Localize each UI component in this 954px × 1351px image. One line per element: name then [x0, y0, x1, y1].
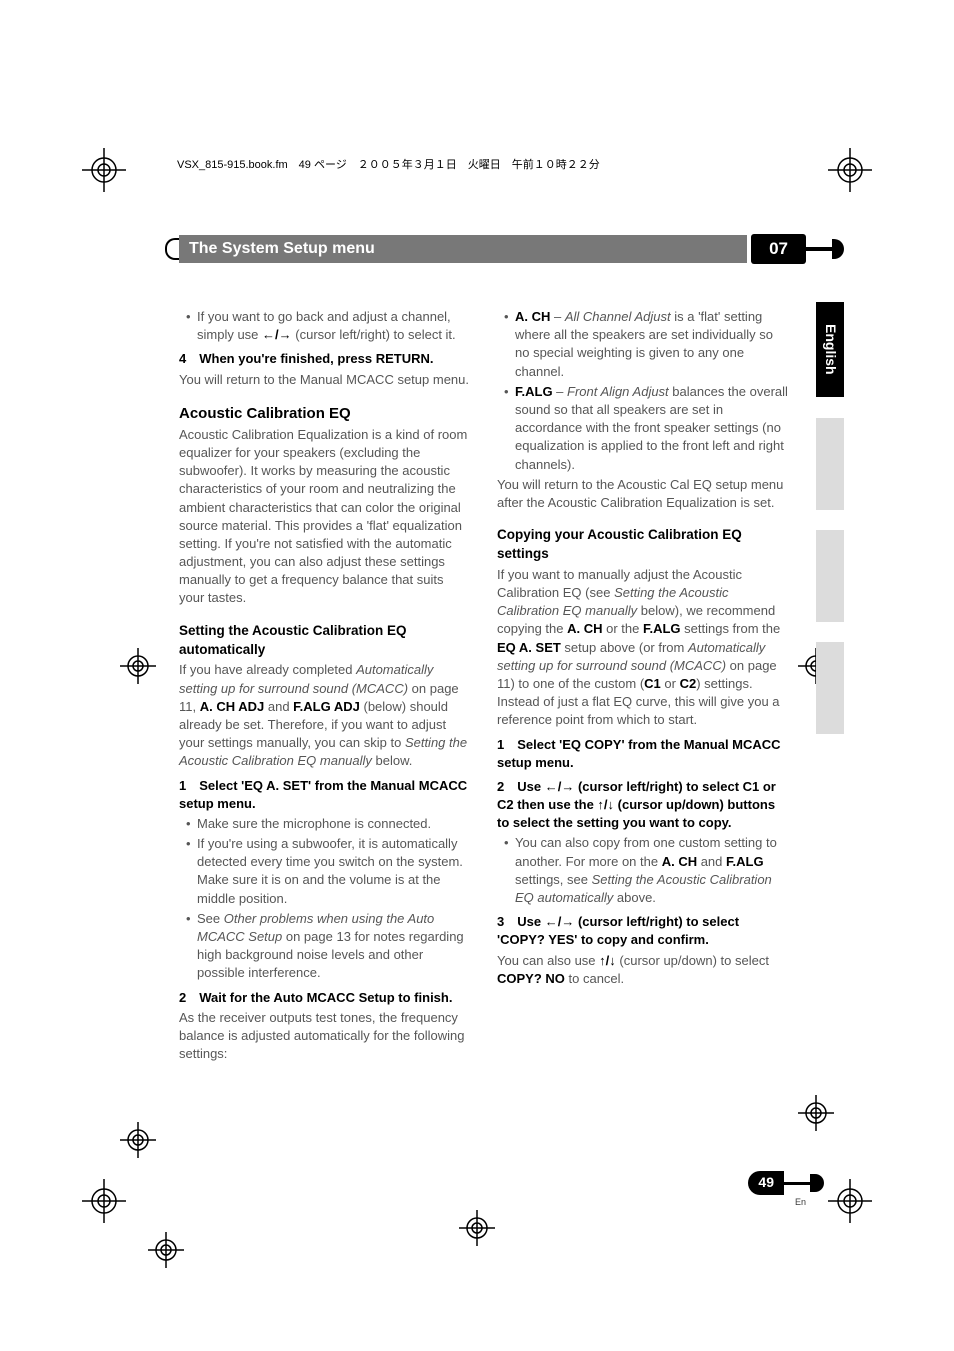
step-heading: 4 When you're finished, press RETURN. — [179, 350, 471, 368]
body-text: If you want to manually adjust the Acous… — [497, 566, 789, 730]
body-text: You will return to the Manual MCACC setu… — [179, 371, 471, 389]
text: See — [197, 911, 224, 926]
arrow-ud-icon: ↑/↓ — [599, 953, 616, 968]
text: – — [553, 384, 567, 399]
page-line-icon — [784, 1182, 810, 1185]
text: You can also use — [497, 953, 599, 968]
text-bold: C1 — [644, 676, 661, 691]
body-text: As the receiver outputs test tones, the … — [179, 1009, 471, 1064]
right-column: A. CH – All Channel Adjust is a 'flat' s… — [497, 308, 789, 1065]
chapter-title: The System Setup menu — [179, 235, 747, 263]
text-bold: COPY? NO — [497, 971, 565, 986]
bullet-item: F.ALG – Front Align Adjust balances the … — [497, 383, 789, 474]
step-heading: 2 Use ←/→ (cursor left/right) to select … — [497, 778, 789, 833]
text-bold: F.ALG — [643, 621, 681, 636]
page-tail-icon — [810, 1174, 824, 1192]
crop-mark-icon — [82, 148, 126, 192]
text: (cursor left/right) to select it. — [292, 327, 456, 342]
text-italic: All Channel Adjust — [565, 309, 671, 324]
text-bold: EQ A. SET — [497, 640, 561, 655]
bullet-item: If you're using a subwoofer, it is autom… — [179, 835, 471, 908]
body-text: If you have already completed Automatica… — [179, 661, 471, 770]
bullet-item: Make sure the microphone is connected. — [179, 815, 471, 833]
text: settings from the — [681, 621, 781, 636]
step-heading: 3 Use ←/→ (cursor left/right) to select … — [497, 913, 789, 949]
text: and — [697, 854, 726, 869]
chapter-tail-end-icon — [832, 239, 844, 259]
text: If you have already completed — [179, 662, 356, 677]
chapter-bar: The System Setup menu 07 — [165, 234, 844, 264]
text: (cursor up/down) to select — [616, 953, 769, 968]
text-bold: A. CH ADJ — [200, 699, 265, 714]
language-tab-inactive — [816, 530, 844, 622]
crop-mark-icon — [828, 148, 872, 192]
page-number: 49 — [748, 1171, 784, 1195]
text: 3 Use — [497, 914, 545, 929]
arrow-ud-icon: ↑/↓ — [597, 797, 614, 812]
content-area: If you want to go back and adjust a chan… — [179, 308, 789, 1065]
text: below. — [372, 753, 412, 768]
page-number-badge: 49 — [748, 1171, 824, 1195]
step-heading: 2 Wait for the Auto MCACC Setup to finis… — [179, 989, 471, 1007]
text-bold: C2 — [680, 676, 697, 691]
text: above. — [613, 890, 656, 905]
arrow-lr-icon: ←/→ — [262, 327, 292, 342]
text: to cancel. — [565, 971, 624, 986]
text-bold: A. CH — [567, 621, 602, 636]
text: settings, see — [515, 872, 592, 887]
language-tab-inactive — [816, 418, 844, 510]
chapter-number: 07 — [751, 234, 806, 264]
text-bold: F.ALG — [515, 384, 553, 399]
book-header: VSX_815-915.book.fm 49 ページ ２００５年３月１日 火曜日… — [177, 158, 600, 173]
page-lang: En — [795, 1196, 806, 1209]
crop-mark-icon — [120, 648, 156, 684]
subsection-heading: Copying your Acoustic Calibration EQ set… — [497, 526, 789, 564]
language-tab-inactive — [816, 642, 844, 734]
text-italic: Front Align Adjust — [567, 384, 669, 399]
step-heading: 1 Select 'EQ COPY' from the Manual MCACC… — [497, 736, 789, 772]
subsection-heading: Setting the Acoustic Calibration EQ auto… — [179, 622, 471, 660]
text-bold: F.ALG ADJ — [293, 699, 360, 714]
arrow-lr-icon: ←/→ — [545, 914, 575, 929]
crop-mark-icon — [828, 1179, 872, 1223]
crop-mark-icon — [120, 1122, 156, 1158]
section-heading: Acoustic Calibration EQ — [179, 403, 471, 424]
text: 2 Use — [497, 779, 545, 794]
chapter-number-wrap: 07 — [747, 234, 844, 264]
body-text: Acoustic Calibration Equalization is a k… — [179, 426, 471, 608]
text: or — [661, 676, 680, 691]
crop-mark-icon — [82, 1179, 126, 1223]
chapter-tail-icon — [806, 247, 832, 251]
bullet-item: A. CH – All Channel Adjust is a 'flat' s… — [497, 308, 789, 381]
bracket-icon — [165, 238, 179, 260]
body-text: You will return to the Acoustic Cal EQ s… — [497, 476, 789, 512]
crop-mark-icon — [798, 1095, 834, 1131]
text: or the — [603, 621, 643, 636]
text-bold: A. CH — [662, 854, 697, 869]
bullet-item: You can also copy from one custom settin… — [497, 834, 789, 907]
crop-mark-icon — [148, 1232, 184, 1268]
text-bold: F.ALG — [726, 854, 764, 869]
step-heading: 1 Select 'EQ A. SET' from the Manual MCA… — [179, 777, 471, 813]
text: and — [264, 699, 293, 714]
text-bold: A. CH — [515, 309, 550, 324]
body-text: You can also use ↑/↓ (cursor up/down) to… — [497, 952, 789, 988]
bullet-item: See Other problems when using the Auto M… — [179, 910, 471, 983]
arrow-lr-icon: ←/→ — [545, 779, 575, 794]
text: setup above (or from — [561, 640, 688, 655]
left-column: If you want to go back and adjust a chan… — [179, 308, 471, 1065]
body-text: If you want to go back and adjust a chan… — [179, 308, 471, 344]
text: – — [550, 309, 564, 324]
crop-mark-icon — [459, 1210, 495, 1246]
language-tab: English — [816, 302, 844, 397]
